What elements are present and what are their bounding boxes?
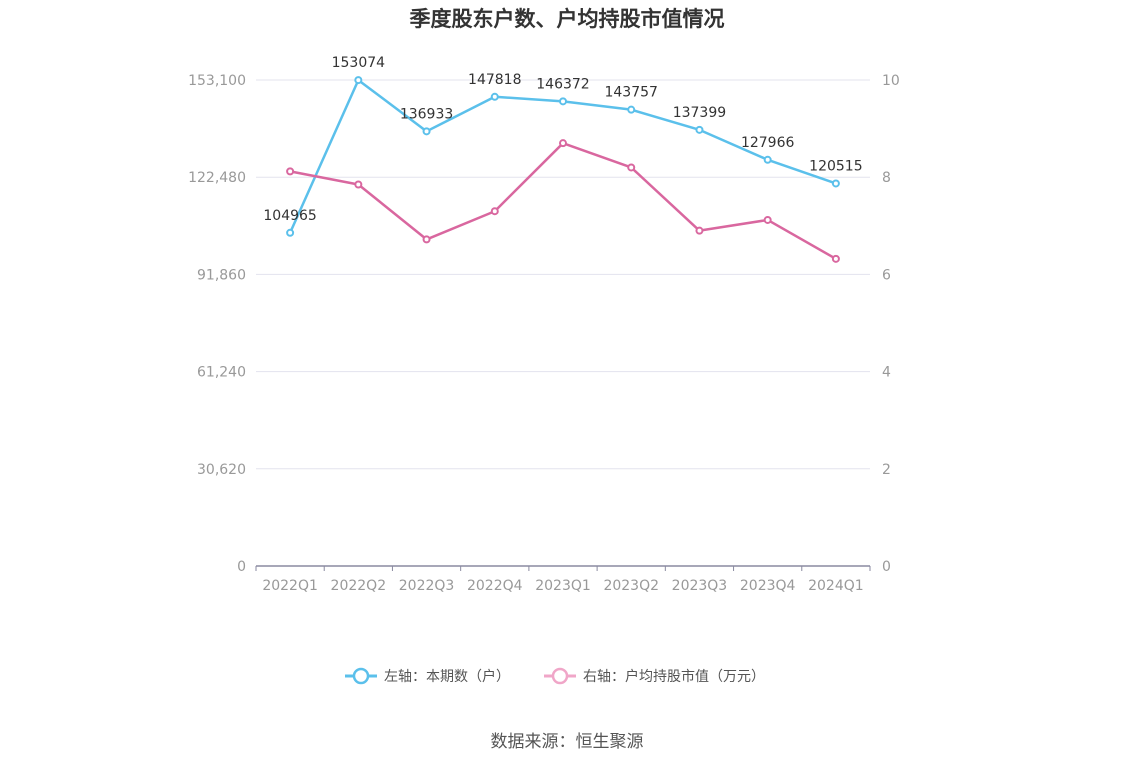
- x-tick-label: 2024Q1: [808, 578, 864, 594]
- data-label: 104965: [263, 208, 316, 224]
- data-point[interactable]: [763, 155, 772, 164]
- data-point[interactable]: [831, 254, 840, 263]
- data-point[interactable]: [559, 139, 567, 148]
- data-label: 147818: [468, 72, 521, 88]
- data-point[interactable]: [695, 125, 704, 134]
- x-tick-label: 2023Q4: [740, 578, 796, 594]
- data-point[interactable]: [354, 180, 363, 189]
- x-tick-label: 2022Q1: [262, 578, 318, 594]
- data-point[interactable]: [695, 226, 704, 235]
- axes: 0 0 30,620 2 61,240 4 91,860 6 122,480 8 153,100 10…: [188, 73, 900, 594]
- data-label: 153074: [332, 55, 386, 71]
- data-point[interactable]: [354, 76, 363, 85]
- legend-marker-icon: [352, 667, 370, 685]
- data-label: 143757: [604, 85, 657, 101]
- legend[interactable]: 左轴：本期数（户） 右轴：户均持股市值（万元）: [345, 667, 765, 685]
- x-tick-label: 2023Q1: [535, 578, 591, 594]
- left-tick-label: 30,620: [197, 462, 246, 478]
- x-tick-label: 2022Q2: [331, 578, 387, 594]
- series-layer: 104965 153074 136933 147818 146372 143757 1373…: [263, 55, 863, 263]
- data-label: 146372: [536, 76, 589, 92]
- right-tick-label: 2: [882, 462, 891, 478]
- data-source: 数据来源：恒生聚源: [491, 732, 644, 752]
- data-point[interactable]: [286, 228, 295, 237]
- x-tick-label: 2022Q3: [399, 578, 455, 594]
- legend-label-right: 右轴：户均持股市值（万元）: [583, 668, 765, 685]
- right-tick-label: 6: [882, 267, 891, 283]
- legend-marker-icon: [551, 667, 569, 685]
- right-tick-label: 4: [882, 365, 891, 381]
- data-label: 136933: [400, 106, 453, 122]
- x-tick-label: 2022Q4: [467, 578, 523, 594]
- data-point[interactable]: [490, 92, 499, 101]
- right-tick-label: 8: [882, 170, 891, 186]
- data-point[interactable]: [627, 163, 636, 172]
- data-label: 120515: [809, 158, 862, 174]
- left-tick-label: 61,240: [197, 365, 246, 381]
- series-line-1: [289, 141, 837, 260]
- data-label: 137399: [673, 105, 726, 121]
- legend-item-left[interactable]: 左轴：本期数（户）: [345, 667, 510, 685]
- x-tick-label: 2023Q3: [672, 578, 728, 594]
- data-point[interactable]: [831, 179, 840, 188]
- data-point[interactable]: [422, 235, 431, 244]
- x-tick-label: 2023Q2: [603, 578, 659, 594]
- left-tick-label: 0: [237, 559, 246, 575]
- data-point[interactable]: [559, 97, 567, 106]
- data-point[interactable]: [422, 127, 431, 136]
- data-point[interactable]: [490, 207, 499, 216]
- legend-item-right[interactable]: 右轴：户均持股市值（万元）: [544, 667, 765, 685]
- left-tick-label: 153,100: [188, 73, 246, 89]
- left-tick-label: 91,860: [197, 267, 246, 283]
- data-point[interactable]: [763, 215, 772, 224]
- data-point[interactable]: [627, 105, 636, 114]
- legend-label-left: 左轴：本期数（户）: [384, 668, 510, 685]
- right-tick-label: 0: [882, 559, 891, 575]
- data-label: 127966: [741, 135, 795, 151]
- right-tick-label: 10: [882, 73, 900, 89]
- data-point[interactable]: [286, 167, 295, 176]
- left-tick-label: 122,480: [188, 170, 246, 186]
- chart-title: 季度股东户数、户均持股市值情况: [410, 7, 725, 31]
